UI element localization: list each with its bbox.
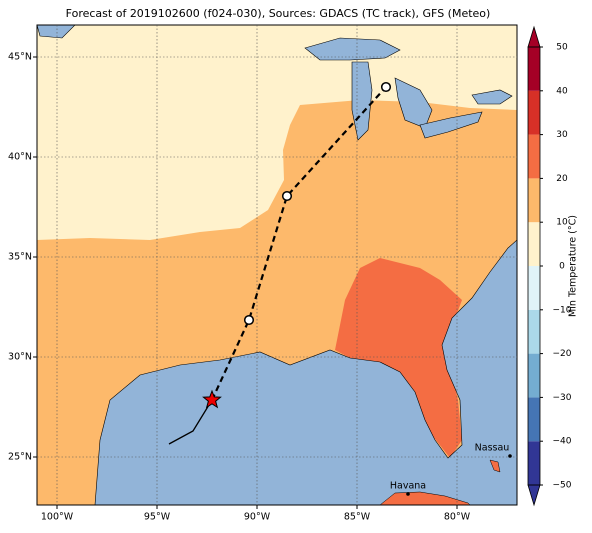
forecast-point bbox=[281, 190, 293, 202]
forecast-track bbox=[211, 86, 387, 401]
colorbar-segment bbox=[528, 309, 540, 354]
colorbar-label: Min Temperature (°C) bbox=[568, 215, 579, 317]
colorbar-tick-label: 50 bbox=[556, 43, 568, 53]
bahamas bbox=[489, 459, 501, 473]
colorbar-segment bbox=[528, 47, 540, 91]
y-tick-label: 30°N bbox=[8, 352, 32, 363]
colorbar-extend-bottom bbox=[527, 484, 541, 507]
y-tick-label: 40°N bbox=[8, 152, 32, 163]
colorbar-tick-label: 20 bbox=[556, 174, 568, 184]
colorbar-segment bbox=[528, 222, 540, 266]
x-tick-label: 85°W bbox=[344, 512, 371, 523]
colorbar-segment bbox=[528, 90, 540, 135]
y-tick-label: 35°N bbox=[8, 252, 32, 263]
city-marker bbox=[406, 492, 410, 496]
colorbar-tick-label: 40 bbox=[556, 86, 568, 96]
chart-title: Forecast of 2019102600 (f024-030), Sourc… bbox=[66, 7, 491, 20]
colorbar-segment bbox=[528, 134, 540, 179]
colorbar-segment bbox=[528, 397, 540, 442]
colorbar-tick-label: 10 bbox=[556, 218, 568, 228]
x-tick-label: 95°W bbox=[144, 512, 171, 523]
colorbar-tick-label: −30 bbox=[553, 393, 572, 403]
colorbar-segment bbox=[528, 353, 540, 398]
cuba bbox=[379, 491, 471, 505]
colorbar-segment bbox=[528, 266, 540, 310]
colorbar-tick-label: 30 bbox=[556, 130, 568, 140]
ocean bbox=[94, 239, 517, 505]
forecast-point bbox=[243, 314, 255, 326]
colorbar-tick-label: −20 bbox=[553, 349, 572, 359]
colorbar-tick-label: −50 bbox=[553, 481, 572, 491]
colorbar-segment bbox=[528, 178, 540, 223]
colorbar-tick-label: −40 bbox=[553, 437, 572, 447]
city-label: Havana bbox=[390, 481, 426, 492]
colorbar-segment bbox=[528, 441, 540, 485]
colorbar-extend-top bbox=[527, 25, 541, 48]
x-tick-label: 80°W bbox=[444, 512, 471, 523]
frame bbox=[36, 24, 518, 506]
x-tick-label: 100°W bbox=[41, 512, 74, 523]
great-lakes bbox=[37, 25, 513, 141]
x-tick-label: 90°W bbox=[244, 512, 271, 523]
city-marker bbox=[508, 454, 512, 458]
land-hot bbox=[335, 258, 462, 458]
y-tick-label: 25°N bbox=[8, 452, 32, 463]
colorbar-tick-label: 0 bbox=[559, 262, 565, 272]
colorbar-tick-label: −10 bbox=[553, 305, 572, 315]
forecast-point bbox=[380, 81, 392, 93]
storm-position bbox=[202, 389, 222, 409]
city-label: Nassau bbox=[475, 443, 510, 454]
past-track bbox=[168, 399, 213, 445]
y-tick-label: 45°N bbox=[8, 52, 32, 63]
map bbox=[37, 25, 517, 505]
